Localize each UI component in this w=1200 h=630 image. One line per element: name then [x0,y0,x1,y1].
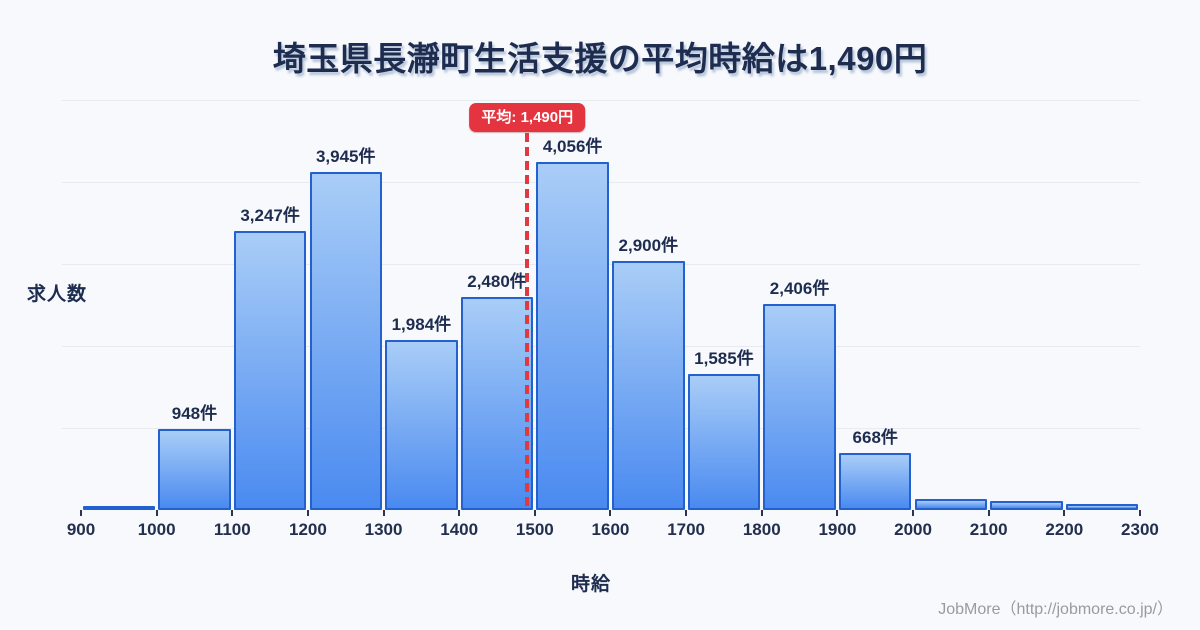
average-dashed-line [525,133,530,510]
histogram-bar [839,453,912,510]
histogram-bar [82,506,156,510]
bar-value-label: 1,585件 [694,349,754,368]
x-tick-label: 1900 [818,520,857,539]
histogram-bar [309,172,382,510]
x-tick-mark [836,510,839,516]
x-tick-label: 1800 [742,520,781,539]
histogram-bar [990,501,1063,510]
bar-value-label: 3,247件 [240,206,300,225]
x-tick-mark [1138,510,1141,516]
bar-value-label: 2,406件 [769,279,830,298]
histogram-bar [385,340,458,510]
x-tick-mark [80,510,82,516]
x-tick-mark [533,510,536,516]
histogram-bar [1065,504,1139,510]
x-tick-label: 1100 [213,520,251,539]
x-tick-mark [609,510,612,516]
x-axis-label: 時給 [570,574,612,595]
x-tick-label: 2000 [894,520,932,539]
x-tick-mark [912,510,915,516]
bar-value-label: 2,480件 [467,272,527,291]
histogram-bar [612,261,685,510]
bar-value-label: 4,056件 [542,137,603,156]
bar-value-label: 1,984件 [391,315,452,334]
x-tick-mark [231,510,234,516]
x-tick-mark [987,510,990,516]
x-tick-label: 1200 [288,520,327,539]
x-tick-label: 2300 [1121,520,1159,539]
y-axis-label: 求人数 [27,284,88,305]
average-value-badge: 平均: 1,490円 [469,103,586,132]
x-tick-mark [382,510,385,516]
x-tick-mark [685,510,688,516]
gridline [62,100,1140,101]
x-tick-label: 2100 [969,520,1008,539]
chart-title: 埼玉県長瀞町生活支援の平均時給は1,490円 [272,40,928,77]
x-tick-mark [458,510,461,516]
histogram-bar [763,304,836,510]
x-tick-label: 1500 [515,520,554,539]
x-tick-mark [1063,510,1066,516]
histogram-bar [158,429,231,510]
x-tick-mark [306,510,309,516]
histogram-bar [460,297,534,510]
histogram-bar [914,499,988,510]
x-tick-label: 900 [66,520,96,539]
x-tick-label: 1600 [591,520,630,539]
x-tick-label: 1400 [440,520,479,539]
histogram-bar [233,231,307,510]
x-tick-label: 1700 [667,520,706,539]
bar-value-label: 3,945件 [315,147,376,166]
bar-value-label: 2,900件 [618,236,679,255]
x-tick-mark [760,510,763,516]
x-tick-label: 1000 [137,520,176,539]
bar-value-label: 948件 [171,404,218,423]
x-tick-label: 1300 [364,520,403,539]
histogram-bar [687,374,761,510]
bar-value-label: 668件 [852,428,898,447]
source-credit: JobMore（http://jobmore.co.jp/） [938,601,1173,618]
x-tick-label: 2200 [1045,520,1084,539]
histogram-bar [536,162,609,510]
x-tick-mark [155,510,158,516]
